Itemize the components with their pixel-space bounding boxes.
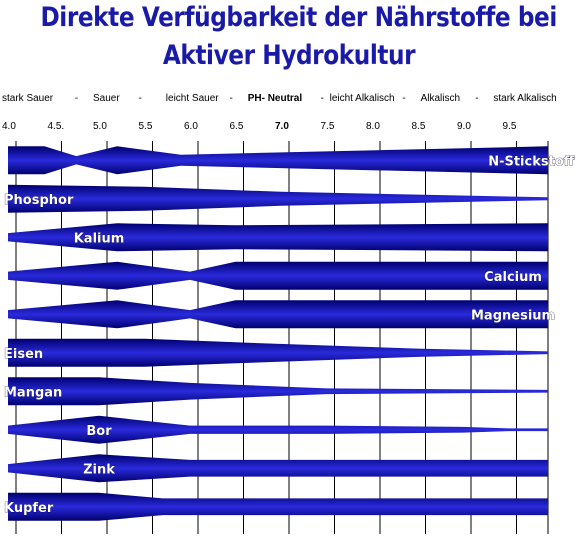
x-tick-label: 7.5 [320, 121, 335, 132]
nutrient-band-calcium [8, 261, 548, 290]
ph-category-label: Sauer [93, 93, 120, 104]
x-tick-label: 8.0 [366, 121, 380, 132]
ph-category-label: PH- Neutral [247, 93, 303, 104]
ph-category-label: stark Sauer [2, 93, 54, 104]
x-tick-label: 4.5. [47, 121, 65, 132]
nutrient-label: Mangan [4, 385, 62, 400]
ph-category-separator: - [74, 93, 79, 104]
x-tick-label: 6.0 [184, 121, 198, 132]
nutrient-band-bor [8, 415, 548, 444]
nutrient-label: Eisen [4, 347, 43, 362]
ph-category-separator: - [402, 93, 406, 104]
nutrient-label: Phosphor [4, 193, 74, 208]
x-tick-label: 4.0 [2, 121, 16, 132]
nutrient-label: Kalium [74, 231, 125, 246]
ph-category-label: stark Alkalisch [493, 93, 557, 104]
ph-category-separator: - [475, 93, 479, 104]
ph-category-label: leicht Alkalisch [329, 93, 395, 104]
nutrient-band-magnesium [8, 300, 548, 329]
nutrient-label: Zink [83, 462, 115, 477]
nutrient-band-zink [8, 454, 548, 483]
nutrient-band-mangan [8, 377, 548, 406]
nutrient-label: Bor [86, 424, 112, 439]
nutrient-band-kalium [8, 223, 548, 252]
nutrient-label: Calcium [484, 270, 542, 285]
nutrient-label: Magnesium [471, 308, 555, 323]
nutrient-label: N-Stickstoff [488, 154, 575, 169]
nutrient-band-eisen [8, 338, 548, 367]
ph-category-separator: - [138, 93, 142, 104]
nutrient-band-kupfer [8, 492, 548, 521]
nutrient-band-n-stickstoff [8, 146, 548, 175]
ph-category-separator: - [320, 93, 324, 104]
nutrient-band-phosphor [8, 184, 548, 213]
nutrient-labels: N-Stickstoff Phosphor Kalium Calcium Magnesi… [4, 154, 575, 516]
x-tick-label: 8.5 [411, 121, 426, 132]
ph-category-label: leicht Sauer [165, 93, 219, 104]
x-tick-label: 9.5 [502, 121, 517, 132]
x-tick-label: 7.0 [275, 121, 289, 132]
x-tick-label: 9.0 [457, 121, 471, 132]
chart-title-line-2: Aktiver Hydrokultur [162, 40, 416, 71]
ph-category-separator: - [229, 93, 233, 104]
chart-title-line-1: Direkte Verfügbarkeit der Nährstoffe bei [40, 2, 557, 33]
x-tick-label: 6.5 [229, 121, 244, 132]
ph-category-label: Alkalisch [420, 93, 461, 104]
x-tick-label: 5.5 [138, 121, 153, 132]
nutrient-bands [8, 146, 548, 521]
x-tick-label: 5.0 [93, 121, 107, 132]
nutrient-label: Kupfer [4, 501, 54, 516]
